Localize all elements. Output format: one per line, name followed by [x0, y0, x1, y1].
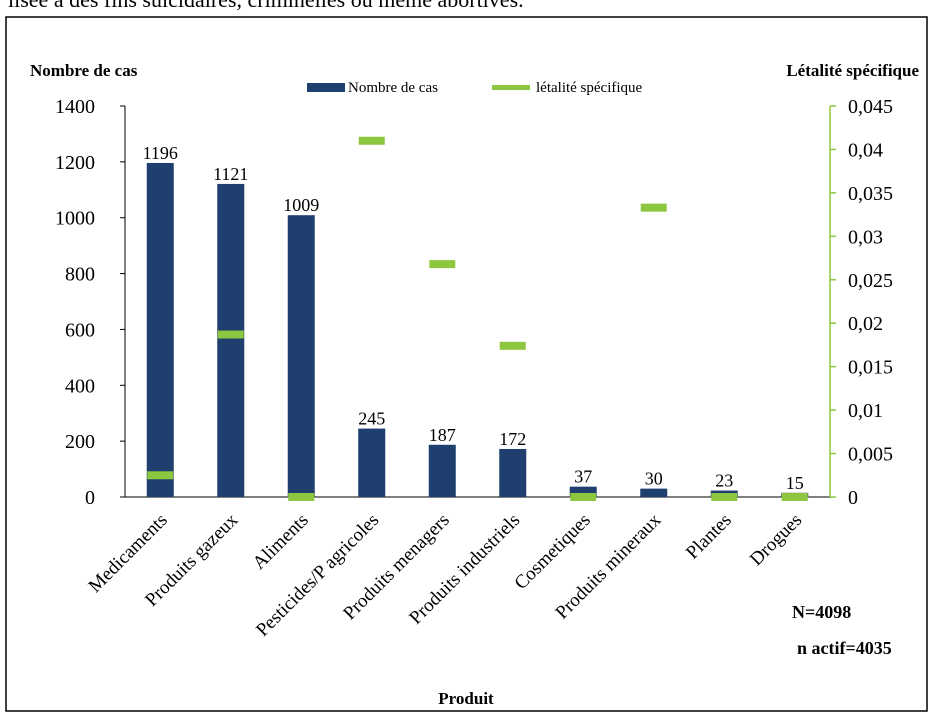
- legend-bar-label: Nombre de cas: [348, 80, 438, 96]
- right-tick-label: 0,01: [848, 400, 883, 422]
- x-tick-label: Pesticides/P agricoles: [252, 510, 383, 641]
- bar-data-label: 15: [786, 473, 804, 493]
- lethality-marker: [429, 260, 456, 269]
- bar: [287, 215, 315, 497]
- x-tick-label: Drogues: [746, 510, 806, 570]
- bar-data-label: 245: [358, 409, 385, 429]
- bar: [146, 162, 174, 497]
- bar-data-label: 187: [429, 425, 456, 445]
- bar: [358, 428, 386, 497]
- bar-data-label: 172: [499, 429, 526, 449]
- left-tick-label: 600: [65, 319, 95, 341]
- lethality-marker: [358, 136, 385, 145]
- right-axis-title: Létalité spécifique: [786, 61, 919, 80]
- right-tick-label: 0,035: [848, 183, 893, 205]
- right-tick-label: 0,005: [848, 444, 893, 466]
- chart-border: [5, 16, 928, 712]
- legend-bar-swatch: [307, 83, 345, 92]
- bar-data-label: 23: [715, 471, 733, 491]
- legend-marker-swatch: [492, 85, 530, 90]
- left-tick-label: 1000: [55, 208, 95, 230]
- bar-data-label: 37: [574, 467, 592, 487]
- annotation-active: n actif=4035: [797, 638, 892, 658]
- left-tick-label: 200: [65, 431, 95, 453]
- legend-marker-label: létalité spécifique: [536, 80, 643, 96]
- lethality-marker: [288, 493, 315, 501]
- lethality-marker: [711, 493, 738, 501]
- lethality-marker: [781, 493, 808, 501]
- x-tick-label: Aliments: [249, 510, 313, 574]
- lethality-marker: [640, 203, 667, 212]
- bar: [640, 488, 668, 497]
- right-tick-label: 0,02: [848, 313, 883, 335]
- bar-data-label: 1121: [213, 164, 248, 184]
- right-tick-label: 0,015: [848, 357, 893, 379]
- right-tick-label: 0,025: [848, 270, 893, 292]
- bar: [499, 448, 527, 497]
- right-tick-label: 0,04: [848, 139, 883, 161]
- bar-data-label: 1009: [283, 195, 319, 215]
- lethality-marker: [570, 493, 597, 501]
- lethality-marker: [499, 341, 526, 350]
- bar-data-label: 1196: [143, 143, 178, 163]
- left-tick-label: 0: [85, 487, 95, 509]
- legend: Nombre de cas létalité spécifique: [307, 80, 643, 96]
- right-tick-label: 0,03: [848, 226, 883, 248]
- bar: [569, 486, 597, 497]
- header-text: lisée à des fins suicidaires, criminelle…: [8, 0, 524, 12]
- right-tick-label: 0: [848, 487, 858, 509]
- left-tick-label: 800: [65, 264, 95, 286]
- bar: [428, 444, 456, 497]
- plot-area: 0 200 400 600 800 1000 1200 1400 0 0,005 0,01 0,015…: [55, 96, 893, 641]
- left-tick-label: 1200: [55, 152, 95, 174]
- left-tick-label: 400: [65, 375, 95, 397]
- bar-data-label: 30: [645, 469, 663, 489]
- lethality-marker: [217, 330, 244, 339]
- bar: [217, 183, 245, 497]
- left-axis-title: Nombre de cas: [30, 61, 138, 80]
- x-tick-label: Plantes: [682, 510, 736, 564]
- x-axis-title: Produit: [438, 689, 494, 708]
- right-tick-label: 0,045: [848, 96, 893, 118]
- lethality-marker: [147, 471, 174, 480]
- annotation-total: N=4098: [792, 602, 851, 622]
- left-tick-label: 1400: [55, 96, 95, 118]
